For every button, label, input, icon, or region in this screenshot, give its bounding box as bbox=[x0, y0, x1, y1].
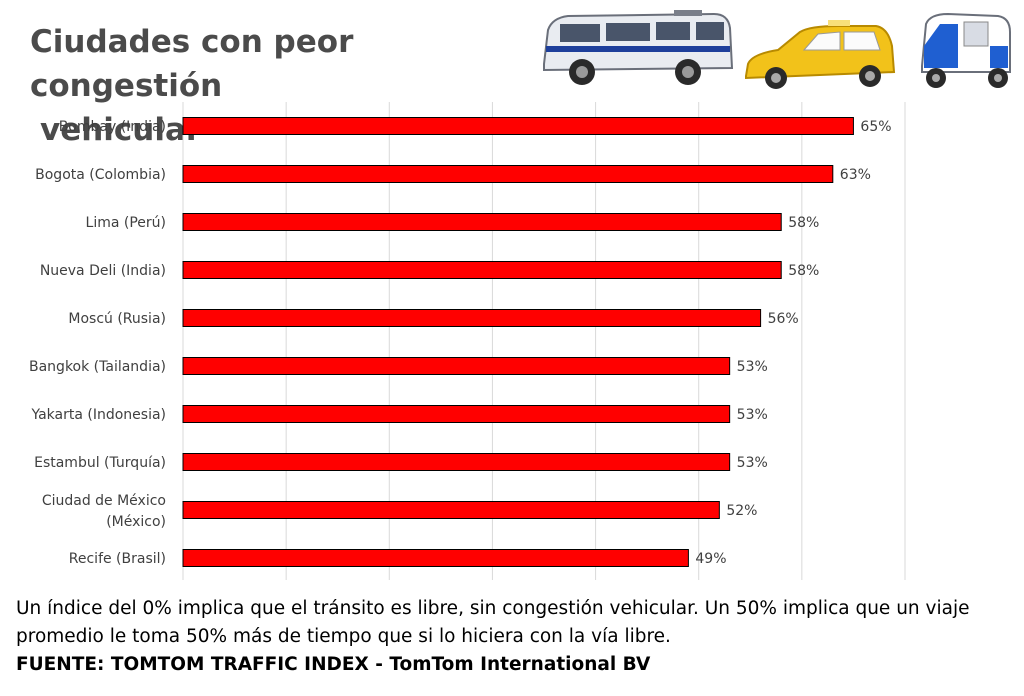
category-label-2: Lima (Perú) bbox=[86, 215, 166, 231]
bar-3 bbox=[182, 261, 782, 279]
category-label-0: Bombay (India) bbox=[59, 119, 166, 135]
category-label-1: Bogota (Colombia) bbox=[35, 167, 166, 183]
minibus-illustration bbox=[543, 10, 734, 85]
category-label-7: Estambul (Turquía) bbox=[34, 455, 166, 471]
bar-0 bbox=[182, 117, 854, 135]
value-label-0: 65% bbox=[860, 119, 891, 135]
value-label-7: 53% bbox=[737, 455, 768, 471]
category-label-4: Moscú (Rusia) bbox=[68, 311, 166, 327]
value-label-4: 56% bbox=[768, 311, 799, 327]
bar-chart: Bombay (India) 65% Bogota (Colombia) 63% Lim… bbox=[29, 102, 906, 580]
value-label-5: 53% bbox=[737, 359, 768, 375]
value-label-8: 52% bbox=[726, 503, 757, 519]
chart-footer: Un índice del 0% implica que el tránsito… bbox=[16, 595, 1016, 679]
category-label-5: Bangkok (Tailandia) bbox=[29, 359, 166, 375]
category-label-3: Nueva Deli (India) bbox=[40, 263, 166, 279]
bar-5 bbox=[182, 357, 731, 375]
mototaxi-illustration bbox=[921, 12, 1011, 88]
value-label-6: 53% bbox=[737, 407, 768, 423]
vehicle-illustrations bbox=[543, 10, 1011, 89]
value-label-2: 58% bbox=[788, 215, 819, 231]
bar-1 bbox=[182, 165, 834, 183]
category-label-8: Ciudad de México (México) bbox=[42, 493, 166, 530]
bar-4 bbox=[182, 309, 762, 327]
bar-6 bbox=[182, 405, 731, 423]
chart-title: Ciudades con peor congestión vehicular bbox=[30, 20, 530, 152]
value-label-3: 58% bbox=[788, 263, 819, 279]
chart-title-line-1: Ciudades con peor congestión bbox=[30, 24, 354, 104]
bar-8 bbox=[182, 501, 720, 519]
taxi-illustration bbox=[745, 20, 896, 89]
bar-7 bbox=[182, 453, 731, 471]
footnote-text: Un índice del 0% implica que el tránsito… bbox=[16, 598, 970, 647]
bar-9 bbox=[182, 549, 689, 567]
value-label-9: 49% bbox=[695, 551, 726, 567]
bar-2 bbox=[182, 213, 782, 231]
category-label-6: Yakarta (Indonesia) bbox=[30, 407, 166, 423]
chart-title-line-2: vehicular bbox=[40, 112, 202, 148]
category-label-9: Recife (Brasil) bbox=[69, 551, 166, 567]
value-label-1: 63% bbox=[840, 167, 871, 183]
source-citation: FUENTE: TOMTOM TRAFFIC INDEX - TomTom In… bbox=[16, 654, 651, 675]
